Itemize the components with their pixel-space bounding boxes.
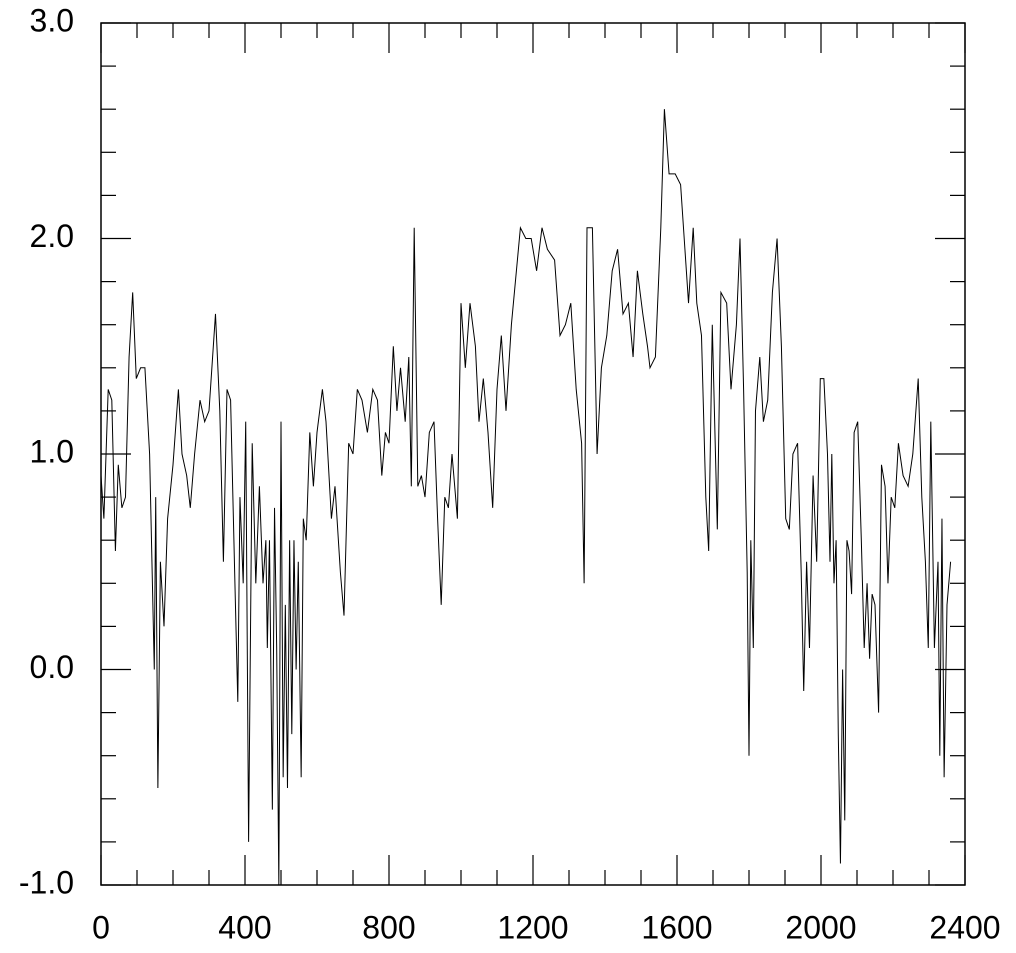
y-tick-label: 2.0 [30,218,74,254]
y-tick-label: 1.0 [30,433,74,469]
x-tick-label: 400 [218,909,271,945]
x-tick-label: 1200 [497,909,568,945]
data-line [100,109,952,886]
y-tick-label: 0.0 [30,649,74,685]
y-tick-label: 3.0 [30,2,74,38]
x-tick-label: 800 [362,909,415,945]
x-tick-label: 2000 [785,909,856,945]
x-tick-label: 0 [92,909,110,945]
x-tick-label: 2400 [929,909,1000,945]
x-tick-label: 1600 [641,909,712,945]
plot-frame [100,22,966,886]
y-tick-label: -1.0 [19,864,74,900]
